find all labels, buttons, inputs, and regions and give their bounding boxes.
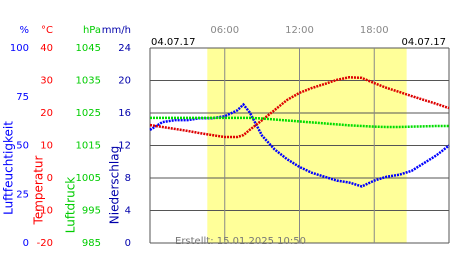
x-tick-label: 12:00 bbox=[285, 25, 314, 36]
y-tick-label: -10 bbox=[37, 206, 53, 217]
series-line bbox=[150, 116, 449, 129]
axis-unit: °C bbox=[41, 25, 53, 36]
y-tick-label: 4 bbox=[125, 206, 131, 217]
y-tick-label: 0 bbox=[47, 173, 53, 184]
y-tick-label: 50 bbox=[16, 141, 29, 152]
y-tick-label: 75 bbox=[16, 92, 29, 103]
y-tick-label: 12 bbox=[118, 141, 131, 152]
y-tick-label: 25 bbox=[16, 189, 29, 200]
y-tick-label: 985 bbox=[82, 238, 101, 249]
created: Erstellt: 15.01.2025 10:50 bbox=[175, 236, 306, 247]
date-left: 04.07.17 bbox=[151, 37, 196, 48]
y-tick-label: 100 bbox=[10, 43, 29, 54]
y-tick-label: 8 bbox=[125, 173, 131, 184]
y-tick-label: 40 bbox=[40, 43, 53, 54]
y-tick-label: 24 bbox=[118, 43, 131, 54]
y-tick-label: 30 bbox=[40, 76, 53, 87]
y-tick-label: 1045 bbox=[76, 43, 101, 54]
y-tick-label: 1005 bbox=[76, 173, 101, 184]
y-tick-label: -20 bbox=[37, 238, 53, 249]
y-tick-label: 0 bbox=[23, 238, 29, 249]
axis-title: Luftdruck bbox=[64, 177, 78, 234]
date-right: 04.07.17 bbox=[401, 37, 446, 48]
y-tick-label: 1025 bbox=[76, 108, 101, 119]
y-tick-label: 995 bbox=[82, 206, 101, 217]
y-tick-label: 0 bbox=[125, 238, 131, 249]
y-tick-label: 20 bbox=[118, 76, 131, 87]
series-line bbox=[149, 75, 450, 139]
x-tick-label: 06:00 bbox=[210, 25, 239, 36]
axis-title: Luftfeuchtigkeit bbox=[2, 121, 16, 215]
axis-unit: % bbox=[19, 25, 29, 36]
x-tick-label: 18:00 bbox=[360, 25, 389, 36]
axis-unit: hPa bbox=[83, 25, 101, 36]
y-tick-label: 20 bbox=[40, 108, 53, 119]
y-tick-label: 1015 bbox=[76, 141, 101, 152]
axis-unit: mm/h bbox=[102, 25, 131, 36]
axis-title: Niederschlag bbox=[108, 146, 122, 224]
y-tick-label: 10 bbox=[40, 141, 53, 152]
y-tick-label: 1035 bbox=[76, 76, 101, 87]
axis-title: Temperatur bbox=[32, 155, 46, 225]
y-tick-label: 16 bbox=[118, 108, 131, 119]
